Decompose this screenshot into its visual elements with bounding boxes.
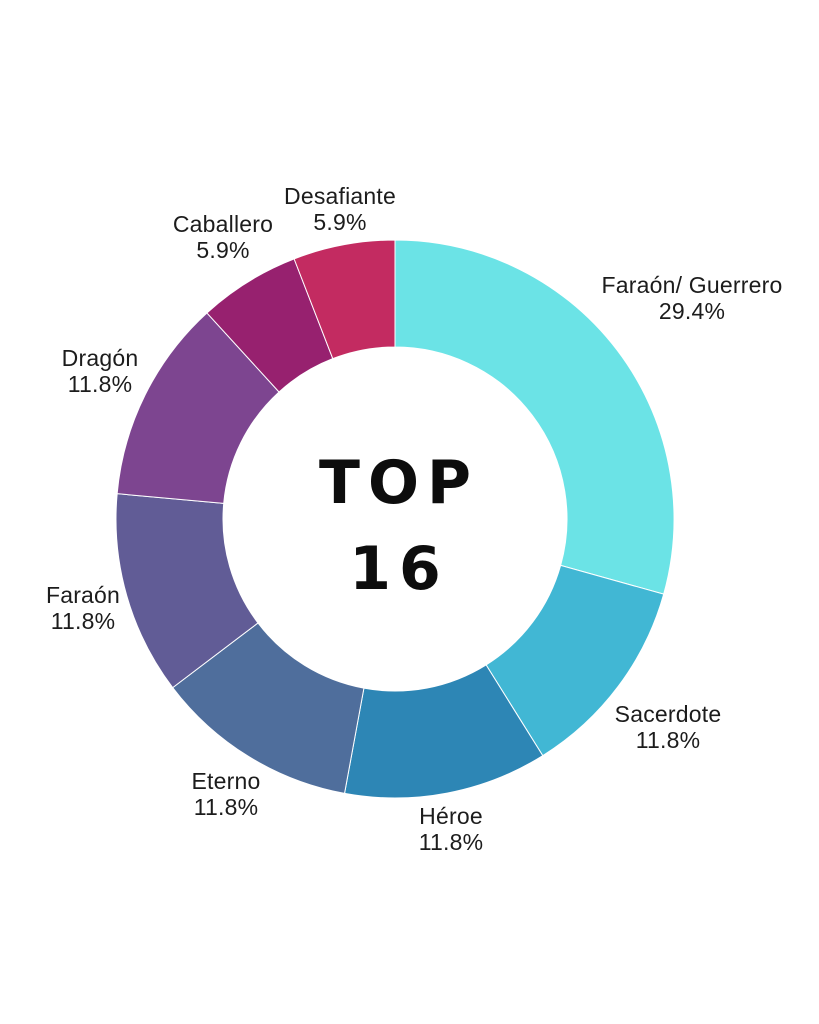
center-title-line2: 16 bbox=[349, 534, 449, 604]
segment-name: Faraón/ Guerrero bbox=[601, 272, 783, 298]
segment-name: Sacerdote bbox=[614, 701, 722, 727]
donut-wedges bbox=[115, 239, 675, 799]
segment-percent: 11.8% bbox=[50, 608, 116, 634]
segment-name: Eterno bbox=[191, 768, 261, 794]
segment-percent: 11.8% bbox=[193, 794, 259, 820]
chart-center-title: TOP 16 bbox=[311, 440, 479, 612]
center-title-line1: TOP bbox=[319, 448, 479, 518]
segment-percent: 11.8% bbox=[418, 829, 484, 855]
segment-name: Caballero bbox=[172, 211, 274, 237]
segment-label-sacerdote: Sacerdote 11.8% bbox=[615, 701, 722, 753]
segment-label-dragon: Dragón 11.8% bbox=[62, 345, 139, 397]
segment-label-faraon-guerrero: Faraón/ Guerrero 29.4% bbox=[602, 272, 783, 324]
segment-label-desafiante: Desafiante 5.9% bbox=[284, 183, 396, 235]
segment-percent: 5.9% bbox=[313, 209, 367, 235]
segment-label-faraon: Faraón 11.8% bbox=[46, 582, 120, 634]
segment-label-eterno: Eterno 11.8% bbox=[192, 768, 261, 820]
segment-name: Faraón bbox=[45, 582, 121, 608]
segment-label-heroe: Héroe 11.8% bbox=[419, 803, 484, 855]
segment-percent: 11.8% bbox=[635, 727, 701, 753]
segment-name: Héroe bbox=[419, 803, 483, 829]
segment-name: Dragón bbox=[61, 345, 139, 371]
donut-segment-desafiante bbox=[293, 239, 396, 360]
donut-segment-faraon-guerrero bbox=[394, 239, 675, 595]
segment-percent: 29.4% bbox=[658, 298, 726, 324]
segment-name: Desafiante bbox=[284, 183, 396, 209]
segment-percent: 11.8% bbox=[67, 371, 133, 397]
segment-label-caballero: Caballero 5.9% bbox=[173, 211, 273, 263]
segment-percent: 5.9% bbox=[196, 237, 250, 263]
